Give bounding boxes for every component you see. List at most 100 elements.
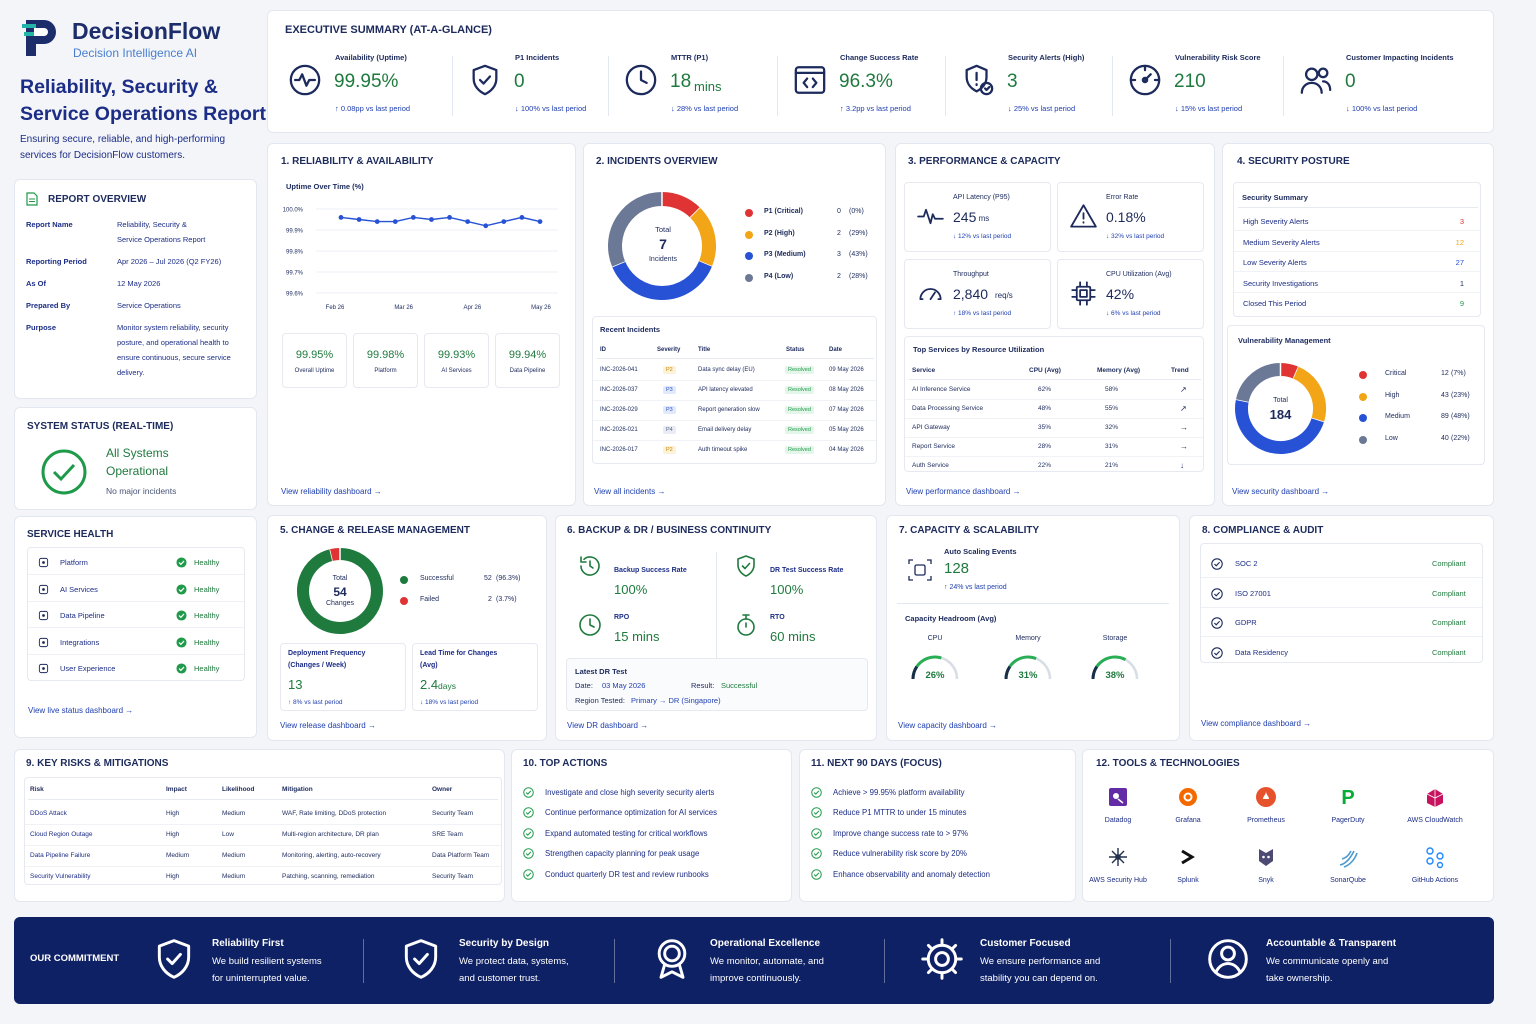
incident-row[interactable]: INC-2026-037 P3 API latency elevated Resolv…	[593, 383, 876, 401]
performance-tile[interactable]: Throughput 2,840 req/s ↑ 18% vs last perio…	[904, 259, 1051, 329]
legend-pct: (3.7%)	[496, 596, 517, 603]
backup-metric[interactable]: RPO 15 mins	[574, 609, 714, 655]
tool-tile[interactable]: Snyk	[1231, 843, 1301, 893]
service-row[interactable]: Data Processing Service 48% 55% ↗	[905, 402, 1203, 419]
view-performance-dashboard-link[interactable]: View performance dashboard →	[906, 487, 1021, 496]
tool-tile[interactable]: Grafana	[1153, 783, 1223, 833]
kpi-label: P1 Incidents	[515, 53, 560, 62]
tools-title: 12. TOOLS & TECHNOLOGIES	[1096, 758, 1240, 769]
uptime-point	[447, 215, 452, 220]
view-security-dashboard-link[interactable]: View security dashboard →	[1232, 487, 1330, 496]
compliance-name: SOC 2	[1235, 559, 1258, 568]
risk-row[interactable]: Cloud Region Outage High Low Multi-region a…	[25, 826, 501, 846]
service-health-row[interactable]: User Experience Healthy	[28, 657, 244, 681]
backup-metric[interactable]: Backup Success Rate 100%	[574, 554, 714, 600]
service-health-row[interactable]: Integrations Healthy	[28, 631, 244, 655]
incident-row[interactable]: INC-2026-017 P2 Auth timeout spike Resolved…	[593, 443, 876, 461]
tool-tile[interactable]: AWS CloudWatch	[1400, 783, 1470, 833]
backup-metric[interactable]: RTO 60 mins	[730, 609, 870, 655]
service-row[interactable]: AI Inference Service 62% 58% ↗	[905, 383, 1203, 400]
check-circle-icon	[811, 848, 822, 859]
tool-tile[interactable]: Prometheus	[1231, 783, 1301, 833]
uptime-point	[338, 215, 344, 220]
tool-tile[interactable]: SonarQube	[1313, 843, 1383, 893]
kpi-value: 0	[1345, 71, 1356, 92]
gauge-fill-dark	[911, 665, 919, 680]
commitment-banner: OUR COMMITMENT Reliability First We build…	[14, 917, 1494, 1004]
dr-date: 03 May 2026	[602, 681, 646, 690]
tool-tile[interactable]: AWS Security Hub	[1083, 843, 1153, 893]
security-summary-label: Low Severity Alerts	[1243, 258, 1307, 267]
incident-row[interactable]: INC-2026-029 P3 Report generation slow Reso…	[593, 403, 876, 421]
change-metric-tile[interactable]: Lead Time for Changes (Avg) 2.4 days ↓ 18% …	[412, 643, 538, 711]
compliance-row[interactable]: Data Residency Compliant	[1201, 639, 1482, 667]
legend-count: 0	[837, 208, 841, 215]
tool-tile[interactable]: GitHub Actions	[1400, 843, 1470, 893]
risk-row[interactable]: DDoS Attack High Medium WAF, Rate limiting,…	[25, 805, 501, 825]
performance-title: 3. PERFORMANCE & CAPACITY	[908, 156, 1061, 167]
kpi-tile[interactable]: P1 Incidents 0 ↓ 100% vs last period	[468, 49, 628, 119]
service-health-row[interactable]: Data Pipeline Healthy	[28, 604, 244, 628]
view-reliability-dashboard-link[interactable]: View reliability dashboard →	[281, 487, 382, 496]
security-summary-row[interactable]: Medium Severity Alerts 12	[1234, 233, 1480, 252]
overview-value-0-1: Service Operations Report	[117, 235, 206, 244]
incident-id: INC-2026-029	[600, 407, 638, 413]
code-window-icon	[793, 63, 827, 97]
kpi-tile[interactable]: Customer Impacting Incidents 0 ↓ 100% vs l…	[1299, 49, 1459, 119]
status-badge: Resolved	[785, 406, 814, 414]
kpi-tile[interactable]: MTTR (P1) 18 mins ↓ 28% vs last period	[624, 49, 784, 119]
compliance-row[interactable]: GDPR Compliant	[1201, 609, 1482, 637]
overview-label-0: Report Name	[26, 220, 73, 229]
change-metric-delta: ↓ 18% vs last period	[420, 699, 479, 706]
service-row[interactable]: Report Service 28% 31% →	[905, 440, 1203, 457]
compliance-status: Compliant	[1432, 559, 1466, 568]
view-all-incidents-link[interactable]: View all incidents →	[594, 487, 666, 496]
view-live-status-link[interactable]: View live status dashboard →	[28, 706, 134, 715]
security-summary-row[interactable]: Low Severity Alerts 27	[1234, 253, 1480, 272]
service-row[interactable]: Auth Service 22% 21% ↓	[905, 459, 1203, 476]
tool-tile[interactable]: Datadog	[1083, 783, 1153, 833]
view-compliance-dashboard-link[interactable]: View compliance dashboard →	[1201, 719, 1312, 728]
x-tick-label: Feb 26	[326, 305, 345, 311]
kpi-tile[interactable]: Availability (Uptime) 99.95% ↑ 0.08pp vs l…	[288, 49, 448, 119]
capacity-divider	[897, 603, 1169, 604]
check-circle-icon	[523, 868, 534, 880]
commitment-item-line2: stability you can depend on.	[980, 973, 1098, 984]
kpi-tile[interactable]: Vulnerability Risk Score 210 ↓ 15% vs last…	[1128, 49, 1288, 119]
performance-tile[interactable]: Error Rate 0.18% ↓ 32% vs last period	[1057, 182, 1204, 252]
risk-row[interactable]: Security Vulnerability High Medium Patching…	[25, 868, 501, 888]
kpi-tile[interactable]: Change Success Rate 96.3% ↑ 3.2pp vs last …	[793, 49, 953, 119]
tool-tile[interactable]: Splunk	[1153, 843, 1223, 893]
trend-arrow-icon: →	[1180, 442, 1188, 451]
view-release-dashboard-link[interactable]: View release dashboard →	[280, 721, 376, 730]
service-row[interactable]: API Gateway 35% 32% →	[905, 421, 1203, 438]
security-summary-value: 12	[1455, 237, 1464, 247]
autoscale-delta: ↑ 24% vs last period	[944, 584, 1007, 591]
tool-name: GitHub Actions	[1411, 877, 1459, 884]
compliance-row[interactable]: ISO 27001 Compliant	[1201, 580, 1482, 608]
check-circle-icon	[523, 848, 534, 859]
view-dr-dashboard-link[interactable]: View DR dashboard →	[567, 721, 649, 730]
change-metric-tile[interactable]: Deployment Frequency (Changes / Week) 13 ↑ …	[280, 643, 406, 711]
service-health-row[interactable]: Platform Healthy	[28, 551, 244, 575]
risk-owner: Data Platform Team	[432, 852, 490, 859]
compliance-row[interactable]: SOC 2 Compliant	[1201, 550, 1482, 578]
view-capacity-dashboard-link[interactable]: View capacity dashboard →	[898, 721, 998, 730]
risk-mitigation: Multi-region architecture, DR plan	[282, 831, 379, 838]
performance-tile[interactable]: API Latency (P95) 245 ms ↓ 12% vs last per…	[904, 182, 1051, 252]
incident-row[interactable]: INC-2026-021 P4 Email delivery delay Resolv…	[593, 423, 876, 441]
backup-metric[interactable]: DR Test Success Rate 100%	[730, 554, 870, 600]
legend-pct: (29%)	[849, 229, 868, 237]
incident-row[interactable]: INC-2026-041 P2 Data sync delay (EU) Resolv…	[593, 363, 876, 381]
service-health-row[interactable]: AI Services Healthy	[28, 578, 244, 602]
risk-row[interactable]: Data Pipeline Failure Medium Medium Monitor…	[25, 847, 501, 867]
security-summary-row[interactable]: Closed This Period 9	[1234, 294, 1480, 313]
tool-tile[interactable]: P PagerDuty	[1313, 783, 1383, 833]
kpi-tile[interactable]: Security Alerts (High) 3 ↓ 25% vs last per…	[961, 49, 1121, 119]
security-summary-row[interactable]: Security Investigations 1	[1234, 274, 1480, 293]
security-summary-row[interactable]: High Severity Alerts 3	[1234, 212, 1480, 231]
performance-tile[interactable]: CPU Utilization (Avg) 42% ↓ 6% vs last per…	[1057, 259, 1204, 329]
y-tick-label: 99.8%	[286, 250, 304, 256]
uptime-point	[465, 219, 471, 224]
snyk-icon	[1254, 845, 1278, 869]
